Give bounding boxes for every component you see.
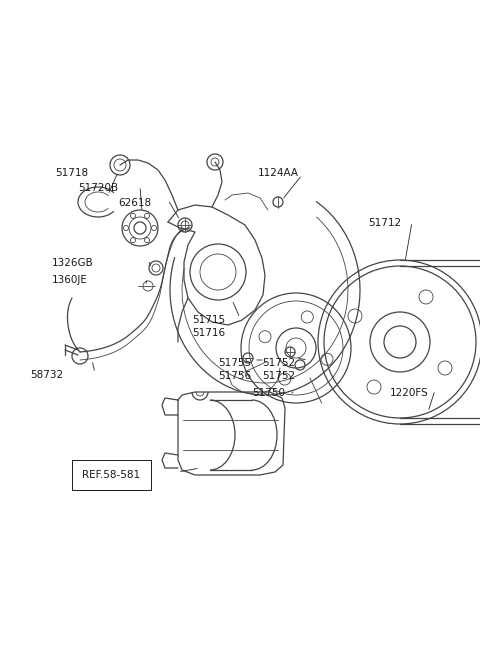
Text: 51712: 51712 [368,218,401,228]
Text: 1360JE: 1360JE [52,275,88,285]
Text: 51750: 51750 [252,388,285,398]
Text: 51718: 51718 [55,168,88,178]
Text: 51752: 51752 [262,358,295,368]
Text: 1220FS: 1220FS [390,388,429,398]
Text: 51720B: 51720B [78,183,118,193]
Text: 1124AA: 1124AA [258,168,299,178]
Text: 51756: 51756 [218,371,251,381]
Text: 51755: 51755 [218,358,251,368]
Text: 51716: 51716 [192,328,225,338]
Text: 51752: 51752 [262,371,295,381]
Text: 1326GB: 1326GB [52,258,94,268]
Text: 58732: 58732 [30,370,63,380]
Text: REF.58-581: REF.58-581 [82,470,140,480]
Text: 51715: 51715 [192,315,225,325]
Text: 62618: 62618 [118,198,151,208]
